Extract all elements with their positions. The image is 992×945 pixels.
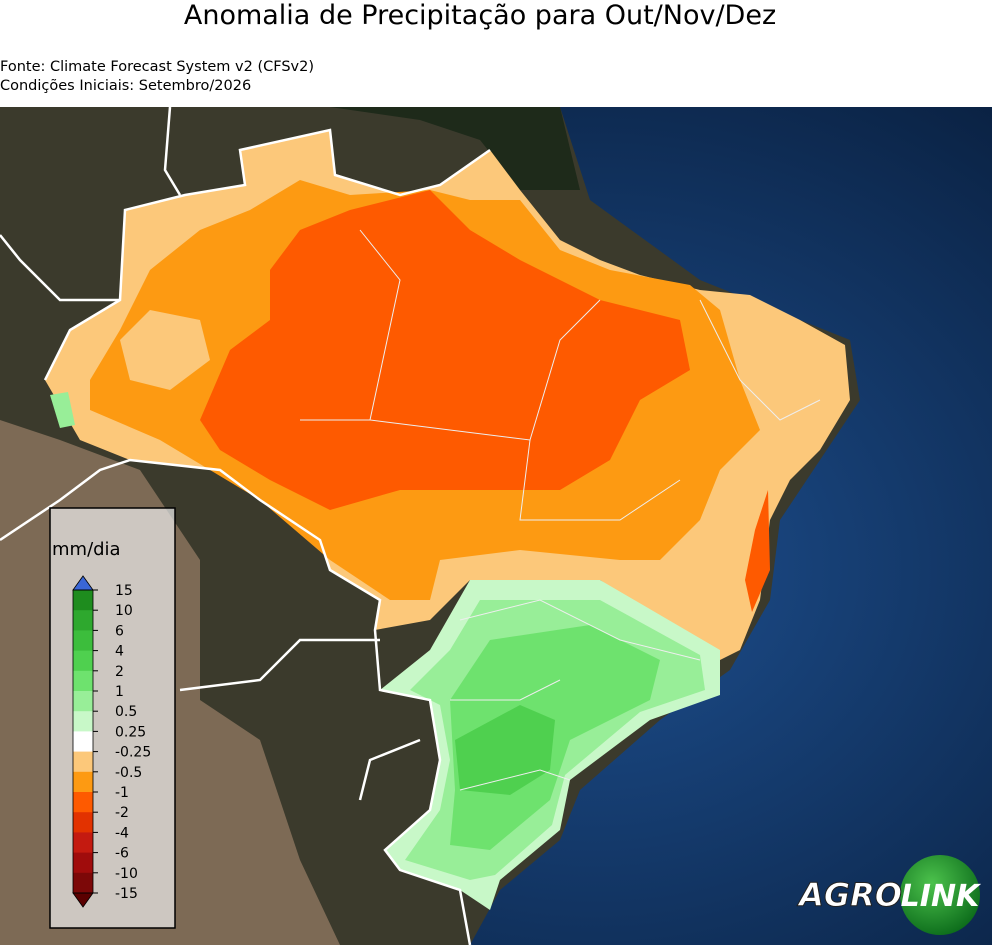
colorbar-tick-label: -0.5 (115, 765, 142, 781)
colorbar-tick-label: -0.25 (115, 745, 151, 761)
state-border (459, 599, 701, 661)
logo: AGRO LINK (796, 855, 982, 935)
country-border (358, 738, 421, 801)
colorbar-bin (73, 630, 93, 652)
country-border (163, 106, 182, 196)
colorbar-outline (72, 589, 94, 894)
anom-light-orange-patch (120, 310, 210, 390)
colorbar-bin (73, 691, 93, 712)
state-border (699, 299, 821, 421)
state-border (519, 439, 681, 521)
colorbar-bin (73, 832, 93, 854)
colorbar-bin (73, 590, 93, 611)
colorbar-box (49, 507, 176, 929)
colorbar-bin (73, 771, 93, 793)
country-border (0, 234, 120, 302)
colorbar-panel: mm/dia 15 10 6 4 2 1 0.5 0.25 -0.25 -0.5 -1 -2 -4 -6 -… (49, 507, 176, 929)
colorbar-tick-label: -1 (115, 785, 129, 801)
anom-green-ecuador (50, 392, 75, 428)
colorbar-tick-label: -15 (115, 886, 138, 902)
state-borders (300, 229, 821, 791)
colorbar-tick-label: 0.5 (115, 704, 137, 720)
anom-red-orange-coast (745, 490, 770, 612)
colorbar-bin (73, 670, 93, 692)
anom-red-orange (200, 190, 690, 510)
colorbar-tick-label: -4 (115, 825, 129, 841)
colorbar-tick-label: 15 (115, 583, 133, 599)
logo-left: AGRO (796, 876, 902, 914)
title: Anomalia de Precipitação para Out/Nov/De… (184, 0, 776, 31)
colorbar-bin (73, 852, 93, 874)
colorbar: 15 10 6 4 2 1 0.5 0.25 -0.25 -0.5 -1 -2 -4 -6 -10 -15 (72, 575, 151, 908)
logo-right: LINK (901, 879, 982, 914)
colorbar-tick-label: -6 (115, 846, 129, 862)
colorbar-tick-label: 1 (115, 684, 124, 700)
source: Fonte: Climate Forecast System v2 (CFSv2… (0, 59, 314, 75)
country-border (0, 458, 472, 945)
colorbar-tick-label: 6 (115, 623, 124, 639)
colorbar-bin (73, 751, 93, 773)
state-border (359, 229, 601, 441)
state-border (450, 679, 561, 701)
colorbar-bin (73, 731, 93, 753)
colorbar-bin (73, 610, 93, 631)
colorbar-tick-label: 10 (115, 603, 133, 619)
colorbar-tick-label: -2 (115, 805, 129, 821)
colorbar-label: mm/dia (52, 539, 121, 560)
colorbar-bin (73, 812, 93, 833)
colorbar-tick-label: 0.25 (115, 724, 146, 740)
initial-conditions: Condições Iniciais: Setembro/2026 (0, 78, 251, 94)
colorbar-tick-label: -10 (115, 866, 138, 882)
logo-circle (900, 855, 980, 935)
colorbar-bin (73, 792, 93, 813)
colorbar-bin (73, 650, 93, 672)
north-land (330, 107, 580, 190)
state-border (459, 769, 571, 791)
colorbar-bin (73, 711, 93, 732)
colorbar-bin (73, 872, 93, 894)
country-border (179, 638, 380, 692)
borders (0, 106, 491, 945)
colorbar-tick-label: 4 (115, 644, 124, 660)
country-border (43, 128, 491, 381)
colorbar-tick-label: 2 (115, 664, 124, 680)
